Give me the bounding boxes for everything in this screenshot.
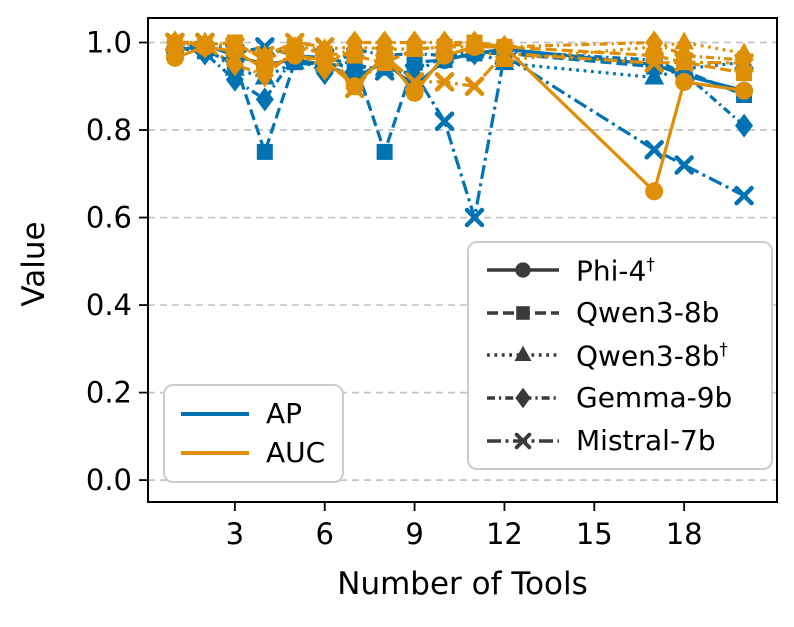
square-icon xyxy=(256,143,273,160)
diamond-icon xyxy=(345,30,364,55)
legend-model-label: Phi-4† xyxy=(576,253,655,287)
legend-model-row-qwen3-8bd: Qwen3-8b† xyxy=(485,340,763,370)
circle-icon xyxy=(165,48,184,67)
diamond-icon xyxy=(405,30,424,55)
x-icon xyxy=(314,37,335,57)
circle-icon xyxy=(645,182,664,201)
dagger-superscript: † xyxy=(719,338,728,359)
circle-icon xyxy=(735,81,754,100)
legend-model-row-gemma-9b: Gemma-9b xyxy=(485,383,763,413)
y-tick-label-0.6: 0.6 xyxy=(86,201,132,235)
y-tick-label-0.8: 0.8 xyxy=(86,113,132,147)
x-icon xyxy=(494,43,515,64)
x-tick-label-9: 9 xyxy=(405,517,423,551)
chart-series-auc-mistral-7b xyxy=(165,32,754,99)
x-icon xyxy=(644,53,664,73)
x-icon xyxy=(195,32,215,53)
x-tick-label-18: 18 xyxy=(666,517,703,551)
x-icon xyxy=(225,37,245,57)
diamond-icon xyxy=(515,387,531,409)
diamond-icon xyxy=(465,30,484,55)
legend-metric-label: AUC xyxy=(266,436,326,470)
y-tick-label-1.0: 1.0 xyxy=(86,26,132,60)
x-icon xyxy=(514,432,532,449)
legend-style-sample xyxy=(487,262,559,278)
x-icon xyxy=(674,155,694,175)
x-icon xyxy=(434,72,455,92)
x-tick-label-3: 3 xyxy=(226,517,244,551)
x-icon xyxy=(255,45,275,66)
legend-style-sample xyxy=(487,432,559,449)
x-icon xyxy=(374,45,395,66)
legend-model-label: Qwen3-8b xyxy=(576,295,720,329)
legend-line-sample xyxy=(181,411,249,416)
y-tick-label-0.2: 0.2 xyxy=(86,376,132,410)
y-tick-label-0.4: 0.4 xyxy=(86,288,132,322)
legend-metric-row-ap: AP xyxy=(179,396,332,430)
x-icon xyxy=(734,185,754,206)
x-tick-label-12: 12 xyxy=(486,517,523,551)
x-icon xyxy=(464,76,485,97)
y-tick-label-0.0: 0.0 xyxy=(86,463,132,497)
legend-metric-label: AP xyxy=(266,396,303,430)
x-icon xyxy=(285,32,305,53)
x-icon xyxy=(165,32,185,53)
y-axis-label: Value xyxy=(16,221,52,307)
square-icon xyxy=(516,306,530,320)
legend-style-sample xyxy=(487,346,559,362)
diamond-icon xyxy=(495,34,514,59)
diamond-icon xyxy=(255,63,274,88)
legend-model-label: Gemma-9b xyxy=(576,381,733,415)
triangle-icon xyxy=(644,66,665,85)
diamond-icon xyxy=(255,87,274,112)
x-icon xyxy=(464,207,485,228)
legend-style-sample xyxy=(487,387,559,409)
legend-metric-row-auc: AUC xyxy=(179,439,332,467)
square-icon xyxy=(376,143,393,160)
legend-model-row-phi-4d: Phi-4† xyxy=(485,255,763,285)
diamond-icon xyxy=(315,56,334,81)
legend-models: Phi-4† Qwen3-8b Qwen3-8b† Gemma-9b Mistral-7… xyxy=(467,241,773,470)
legend-metrics: AP AUC xyxy=(163,384,344,483)
triangle-icon xyxy=(514,346,532,362)
diamond-icon xyxy=(435,30,454,55)
x-axis-label: Number of Tools xyxy=(337,566,588,602)
diamond-icon xyxy=(225,52,244,77)
legend-model-label: Qwen3-8b† xyxy=(576,338,728,373)
series-line xyxy=(175,40,745,92)
x-icon xyxy=(434,111,455,132)
x-tick-label-15: 15 xyxy=(576,517,613,551)
x-icon xyxy=(404,72,425,92)
x-icon xyxy=(644,139,664,160)
diamond-icon xyxy=(225,67,244,92)
legend-line-sample xyxy=(181,451,249,456)
diamond-icon xyxy=(735,113,754,138)
legend-model-label: Mistral-7b xyxy=(576,423,716,457)
x-tick-label-6: 6 xyxy=(315,517,333,551)
legend-model-row-qwen3-8b: Qwen3-8b xyxy=(485,298,763,328)
x-icon xyxy=(344,78,365,99)
x-icon xyxy=(734,53,754,73)
x-icon xyxy=(674,52,694,72)
plot-border xyxy=(147,17,778,503)
triangle-icon xyxy=(674,31,695,50)
circle-icon xyxy=(675,72,694,91)
diamond-icon xyxy=(645,30,664,55)
legend-model-row-mistral-7b: Mistral-7b xyxy=(485,426,763,456)
legend-style-sample xyxy=(487,306,559,320)
dagger-superscript: † xyxy=(646,253,655,274)
circle-icon xyxy=(515,262,531,278)
